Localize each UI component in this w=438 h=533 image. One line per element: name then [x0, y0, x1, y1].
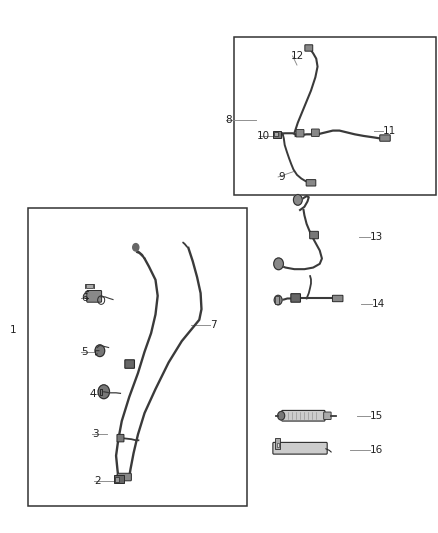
Circle shape [274, 258, 283, 270]
FancyBboxPatch shape [87, 290, 102, 302]
Circle shape [274, 295, 282, 305]
Bar [275, 438, 280, 449]
Bar [275, 296, 279, 304]
Text: 10: 10 [257, 131, 270, 141]
FancyBboxPatch shape [380, 135, 390, 141]
Bar [28, 208, 247, 506]
FancyBboxPatch shape [117, 473, 131, 481]
Bar [86, 284, 93, 288]
Text: 6: 6 [81, 294, 88, 303]
FancyBboxPatch shape [324, 412, 331, 419]
Text: 1: 1 [10, 326, 16, 335]
FancyBboxPatch shape [273, 442, 327, 454]
Circle shape [95, 345, 105, 357]
FancyBboxPatch shape [311, 129, 319, 136]
FancyBboxPatch shape [310, 231, 318, 239]
Circle shape [133, 244, 139, 251]
Text: 13: 13 [370, 232, 383, 242]
Text: 4: 4 [90, 390, 96, 399]
Text: 5: 5 [81, 347, 88, 357]
Bar [234, 37, 436, 195]
Text: 3: 3 [92, 430, 99, 439]
FancyBboxPatch shape [282, 410, 325, 421]
Circle shape [293, 195, 302, 205]
Bar [277, 443, 279, 447]
FancyBboxPatch shape [306, 180, 316, 186]
Circle shape [278, 411, 285, 420]
Text: 14: 14 [372, 299, 385, 309]
Text: 16: 16 [370, 446, 383, 455]
FancyBboxPatch shape [125, 360, 134, 368]
Text: 11: 11 [383, 126, 396, 135]
Bar [114, 475, 124, 483]
FancyBboxPatch shape [305, 45, 313, 51]
Text: 7: 7 [210, 320, 217, 330]
FancyBboxPatch shape [117, 434, 124, 442]
Text: 9: 9 [278, 172, 285, 182]
FancyBboxPatch shape [296, 130, 304, 137]
Bar [115, 477, 119, 482]
Text: 15: 15 [370, 411, 383, 421]
Circle shape [98, 385, 110, 399]
Text: 8: 8 [226, 115, 232, 125]
Text: 12: 12 [291, 51, 304, 61]
Text: 2: 2 [94, 476, 101, 486]
Bar [273, 131, 281, 138]
FancyBboxPatch shape [332, 295, 343, 302]
FancyBboxPatch shape [291, 294, 300, 302]
Bar [274, 132, 278, 136]
